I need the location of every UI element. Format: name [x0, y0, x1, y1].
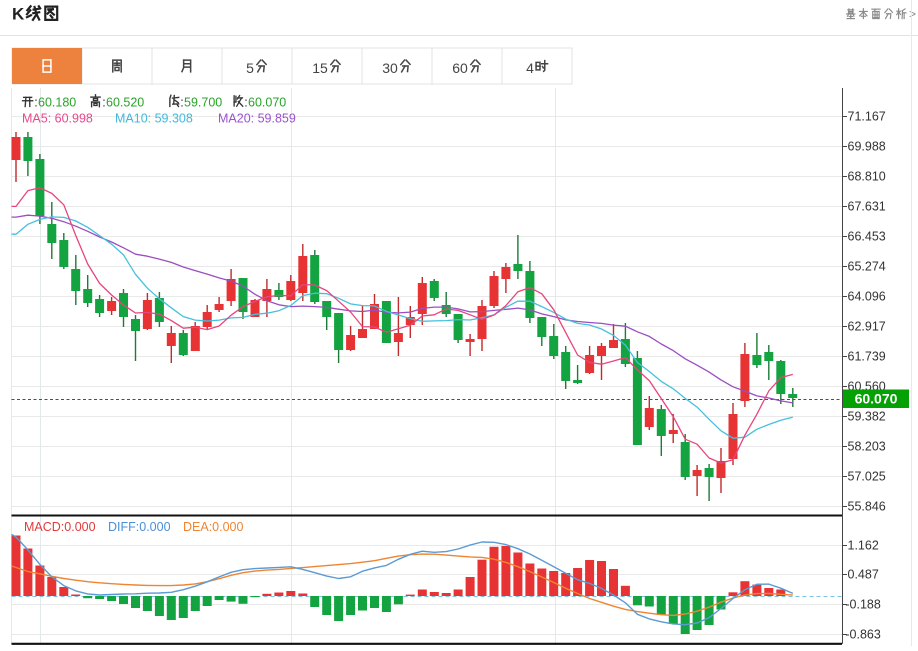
svg-text::: : [180, 96, 183, 110]
svg-text:67.631: 67.631 [848, 200, 886, 214]
svg-text:60.070: 60.070 [855, 391, 898, 407]
svg-text:60: 60 [452, 60, 468, 76]
svg-text:MA10: 59.308: MA10: 59.308 [115, 112, 193, 126]
svg-text:5: 5 [246, 60, 254, 76]
svg-text:MACD:0.000: MACD:0.000 [24, 520, 96, 534]
svg-text:66.453: 66.453 [848, 230, 886, 244]
svg-text::: : [244, 96, 247, 110]
svg-text:61.739: 61.739 [848, 350, 886, 364]
svg-text:65.274: 65.274 [848, 260, 886, 274]
svg-text:-0.188: -0.188 [845, 598, 880, 612]
svg-text:71.167: 71.167 [848, 110, 886, 124]
svg-text:68.810: 68.810 [848, 170, 886, 184]
svg-text::: : [34, 96, 37, 110]
svg-text:4: 4 [526, 60, 534, 76]
svg-text::: : [102, 96, 105, 110]
svg-text:>: > [909, 7, 916, 21]
svg-text:DEA:0.000: DEA:0.000 [183, 520, 244, 534]
svg-text:DIFF:0.000: DIFF:0.000 [108, 520, 171, 534]
svg-text:60.520: 60.520 [106, 96, 144, 110]
svg-text:15: 15 [312, 60, 328, 76]
svg-text:64.096: 64.096 [848, 290, 886, 304]
svg-text:59.382: 59.382 [848, 410, 886, 424]
svg-text:MA20: 59.859: MA20: 59.859 [218, 112, 296, 126]
svg-text:62.917: 62.917 [848, 320, 886, 334]
svg-text:58.203: 58.203 [848, 440, 886, 454]
svg-text:-0.863: -0.863 [845, 628, 880, 642]
svg-text:0.487: 0.487 [848, 568, 879, 582]
svg-text:55.846: 55.846 [848, 500, 886, 514]
svg-text:60.180: 60.180 [38, 96, 76, 110]
svg-text:1.162: 1.162 [848, 539, 879, 553]
svg-text:60.070: 60.070 [248, 96, 286, 110]
svg-text:59.700: 59.700 [184, 96, 222, 110]
svg-text:30: 30 [382, 60, 398, 76]
svg-text:MA5: 60.998: MA5: 60.998 [22, 112, 93, 126]
svg-text:69.988: 69.988 [848, 140, 886, 154]
svg-text:57.025: 57.025 [848, 470, 886, 484]
svg-text:K: K [12, 5, 25, 24]
